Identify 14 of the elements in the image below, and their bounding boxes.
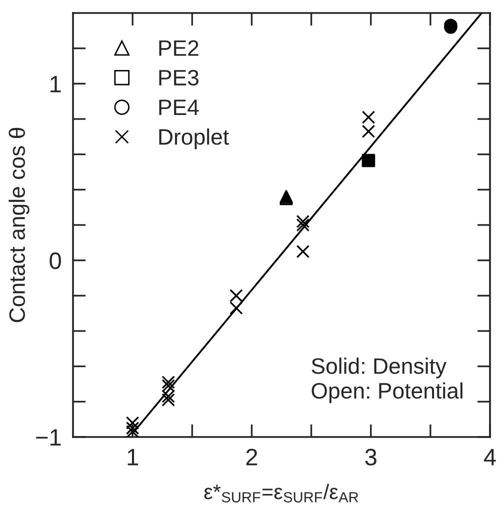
legend-label: Droplet <box>159 128 229 150</box>
y-axis-title: Contact angle cos θ <box>8 128 30 322</box>
x-axis-title: ε*$_{SURF}$=ε$_{SURF}$/ε$_{AR}$ <box>204 484 358 502</box>
legend-label: PE4 <box>159 100 199 115</box>
x-tick-label: 2 <box>246 448 258 466</box>
y-tick-label: 0 <box>50 252 61 270</box>
legend-label: PE3 <box>159 70 198 86</box>
legend-label: PE2 <box>159 40 198 56</box>
x-tick-label: 4 <box>484 448 496 466</box>
x-tick-label: 3 <box>365 448 376 466</box>
annotation: Solid: Density Open: Potential <box>312 358 462 404</box>
y-tick-label: −1 <box>36 429 61 446</box>
y-tick-label: 1 <box>50 76 61 92</box>
x-tick-label: 1 <box>128 448 138 466</box>
